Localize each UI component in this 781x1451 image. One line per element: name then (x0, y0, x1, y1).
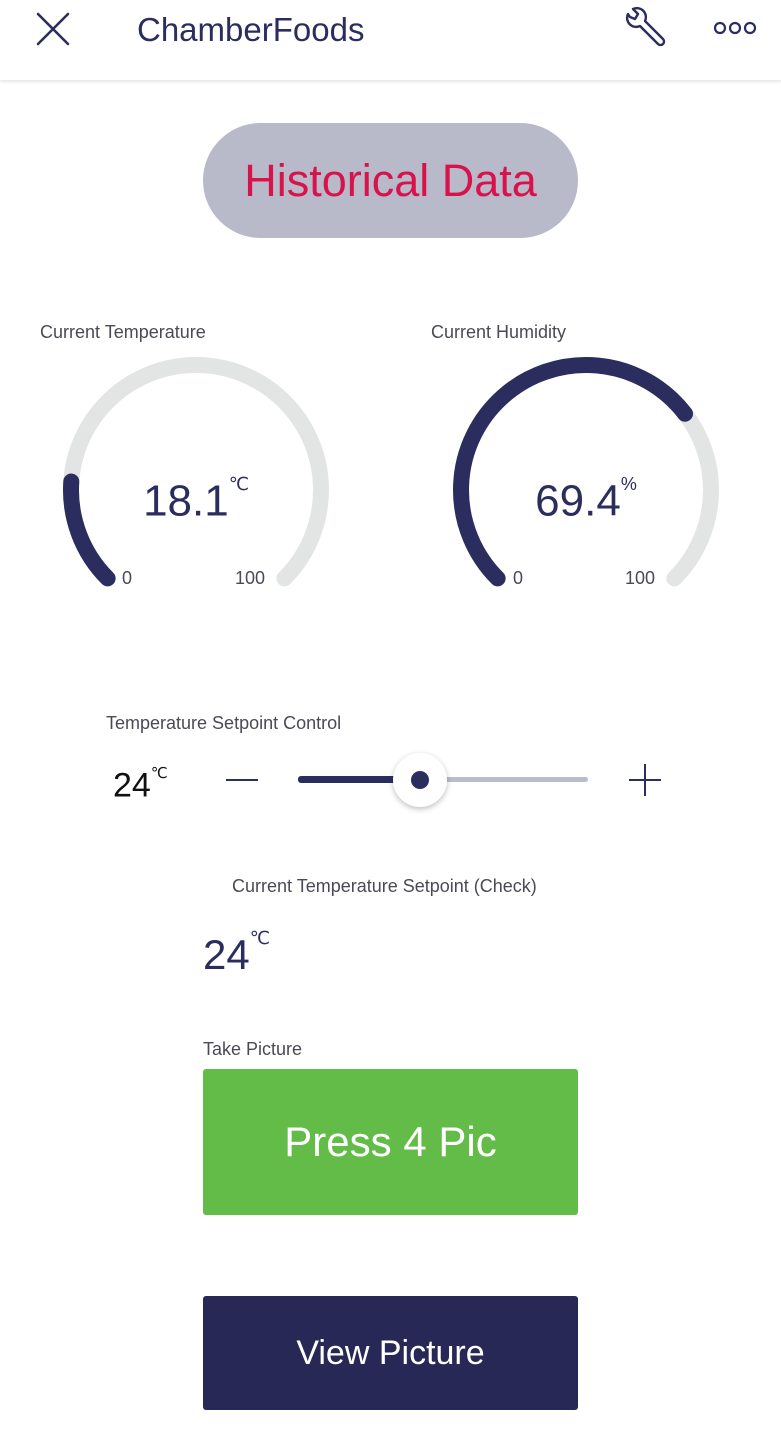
setpoint-check-value-display: 24℃ (203, 925, 270, 978)
plus-icon (629, 764, 661, 796)
more-button[interactable] (710, 10, 760, 46)
humidity-value: 69.4 (535, 476, 621, 526)
close-button[interactable] (30, 8, 76, 54)
wrench-icon (625, 6, 666, 47)
temperature-value: 18.1 (143, 476, 229, 526)
setpoint-check-label: Current Temperature Setpoint (Check) (232, 876, 537, 896)
app-header: ChamberFoods (0, 0, 781, 80)
settings-button[interactable] (620, 4, 670, 54)
humidity-gauge-fill (453, 357, 694, 587)
minus-icon (226, 779, 258, 781)
temperature-value-display: 18.1℃ (96, 470, 296, 526)
humidity-max-label: 100 (625, 568, 656, 588)
close-icon (36, 12, 70, 46)
setpoint-slider-fill (298, 776, 420, 783)
more-horizontal-icon (713, 21, 757, 35)
take-picture-label: Take Picture (203, 1039, 303, 1059)
app-title: ChamberFoods (137, 11, 365, 48)
humidity-unit: % (620, 474, 637, 494)
historical-data-button[interactable]: Historical Data (203, 123, 578, 238)
setpoint-value-display: 24℃ (113, 760, 168, 805)
setpoint-check-unit: ℃ (249, 928, 270, 948)
increase-setpoint-button[interactable] (625, 760, 665, 800)
setpoint-value: 24 (113, 766, 151, 805)
setpoint-unit: ℃ (150, 765, 168, 782)
setpoint-control-label: Temperature Setpoint Control (106, 713, 342, 733)
setpoint-check-value: 24 (203, 931, 250, 978)
decrease-setpoint-button[interactable] (222, 762, 262, 798)
slider-thumb-dot (410, 771, 429, 789)
humidity-value-display: 69.4% (486, 470, 686, 526)
humidity-gauge (453, 357, 719, 587)
temperature-min-label: 0 (122, 568, 133, 588)
temperature-gauge-label: Current Temperature (40, 322, 206, 342)
humidity-gauge-label: Current Humidity (431, 322, 567, 342)
temperature-gauge (63, 357, 329, 587)
take-picture-button[interactable]: Press 4 Pic (203, 1069, 578, 1215)
temperature-max-label: 100 (235, 568, 266, 588)
humidity-min-label: 0 (513, 568, 524, 588)
view-picture-button[interactable]: View Picture (203, 1296, 578, 1410)
setpoint-slider-thumb[interactable] (392, 753, 447, 807)
temperature-gauge-fill (63, 473, 116, 587)
temperature-unit: ℃ (228, 474, 249, 494)
